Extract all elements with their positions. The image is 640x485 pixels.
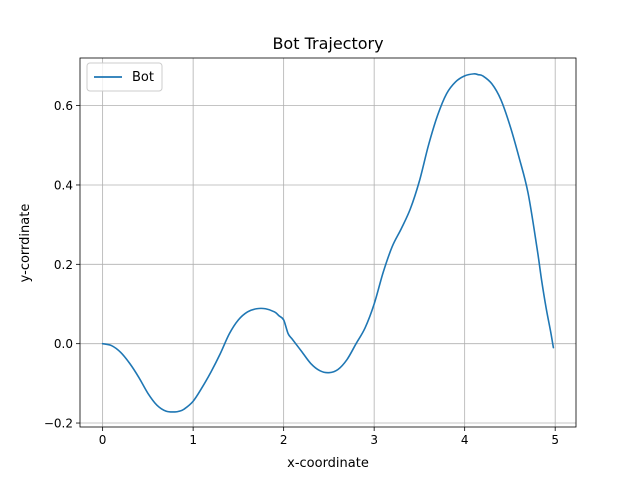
y-tick-label: 0.0 [54, 337, 73, 351]
y-tick-label: 0.2 [54, 258, 73, 272]
y-axis-label: y-corrdinate [18, 204, 33, 283]
x-axis-label: x-coordinate [287, 456, 369, 471]
plot-area-frame [79, 57, 577, 428]
x-tick-label: 1 [189, 433, 197, 447]
grid-lines [80, 58, 576, 427]
legend-frame [86, 62, 163, 92]
chart-title: Bot Trajectory [272, 34, 383, 53]
series-line-bot [101, 73, 555, 413]
y-axis-ticks: −0.2 0.0 0.2 0.4 0.6 [44, 99, 80, 431]
x-tick-label: 0 [99, 433, 107, 447]
x-tick-label: 2 [280, 433, 288, 447]
x-tick-label: 3 [370, 433, 378, 447]
x-tick-label: 4 [461, 433, 469, 447]
y-tick-label: 0.4 [54, 178, 73, 192]
legend-label-bot: Bot [132, 70, 154, 85]
series-layer [101, 73, 555, 413]
y-tick-label: −0.2 [44, 417, 73, 431]
x-axis-ticks: 0 1 2 3 4 5 [99, 427, 559, 447]
x-tick-label: 5 [551, 433, 559, 447]
legend: Bot [86, 62, 163, 92]
y-tick-label: 0.6 [54, 99, 73, 113]
